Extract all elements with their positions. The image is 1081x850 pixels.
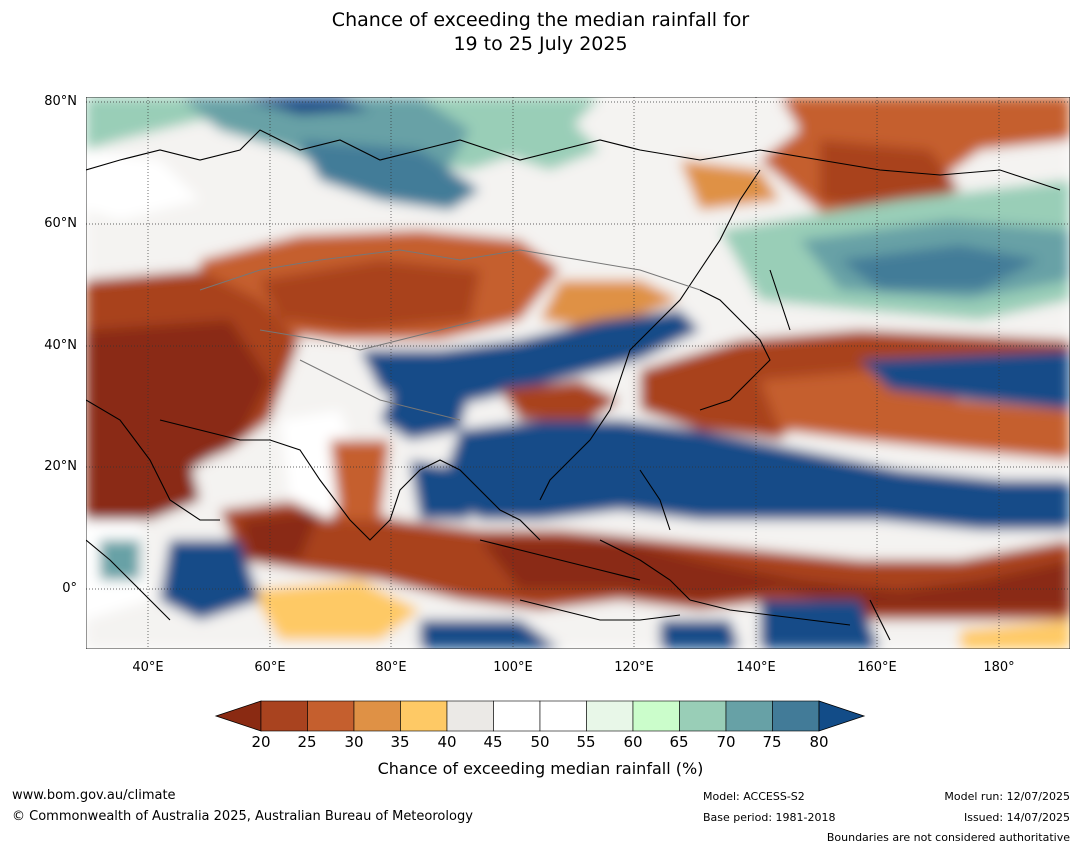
lon-label-140e: 140°E [736, 660, 776, 675]
lat-label-40n: 40°N [44, 338, 77, 353]
colorbar-segment [586, 700, 634, 732]
colorbar-segment [632, 700, 680, 732]
model-name: Model: ACCESS-S2 [703, 790, 805, 803]
base-period: Base period: 1981-2018 [703, 811, 836, 824]
colorbar-segment [493, 700, 541, 732]
lon-label-120e: 120°E [614, 660, 654, 675]
colorbar-tick-75: 75 [762, 733, 782, 751]
colorbar-tick-20: 20 [251, 733, 271, 751]
coastlines [86, 129, 1061, 641]
title-line-1: Chance of exceeding the median rainfall … [331, 9, 750, 31]
colorbar-segment [679, 700, 727, 732]
colorbar-tick-65: 65 [669, 733, 689, 751]
lat-label-80n: 80°N [44, 94, 77, 109]
colorbar-segment [400, 700, 448, 732]
lat-label-20n: 20°N [44, 459, 77, 474]
lat-label-0: 0° [62, 581, 77, 596]
colorbar-tick-60: 60 [623, 733, 643, 751]
probability-field [86, 97, 1070, 649]
colorbar-tick-40: 40 [437, 733, 457, 751]
colorbar [214, 700, 866, 732]
boundaries-disclaimer: Boundaries are not considered authoritat… [826, 831, 1070, 844]
issued-date: Issued: 14/07/2025 [963, 811, 1070, 824]
colorbar-segment [772, 700, 820, 732]
colorbar-segment [260, 700, 308, 732]
copyright-text: © Commonwealth of Australia 2025, Austra… [12, 809, 473, 824]
graticule [86, 97, 1070, 649]
colorbar-arrow-high [818, 700, 866, 732]
colorbar-tick-70: 70 [716, 733, 736, 751]
lon-label-40e: 40°E [132, 660, 164, 675]
colorbar-segment [446, 700, 494, 732]
colorbar-segment [307, 700, 355, 732]
lon-label-100e: 100°E [493, 660, 533, 675]
colorbar-tick-45: 45 [483, 733, 503, 751]
map-field [86, 97, 1070, 649]
colorbar-arrow-low [214, 700, 262, 732]
map-title: Chance of exceeding the median rainfall … [0, 8, 1081, 56]
colorbar-tick-55: 55 [576, 733, 596, 751]
title-line-2: 19 to 25 July 2025 [453, 33, 628, 55]
country-boundaries [199, 249, 701, 421]
colorbar-tick-80: 80 [809, 733, 829, 751]
model-run-date: Model run: 12/07/2025 [944, 790, 1070, 803]
lat-label-60n: 60°N [44, 216, 77, 231]
lon-label-160e: 160°E [857, 660, 897, 675]
lon-label-180: 180° [983, 660, 1015, 675]
lon-label-80e: 80°E [375, 660, 407, 675]
lon-label-60e: 60°E [254, 660, 286, 675]
colorbar-title: Chance of exceeding median rainfall (%) [377, 759, 704, 778]
colorbar-segment [725, 700, 773, 732]
colorbar-tick-30: 30 [344, 733, 364, 751]
colorbar-tick-50: 50 [530, 733, 550, 751]
colorbar-tick-35: 35 [390, 733, 410, 751]
colorbar-segment [539, 700, 587, 732]
colorbar-tick-25: 25 [297, 733, 317, 751]
colorbar-segment [353, 700, 401, 732]
website-link[interactable]: www.bom.gov.au/climate [12, 788, 176, 803]
